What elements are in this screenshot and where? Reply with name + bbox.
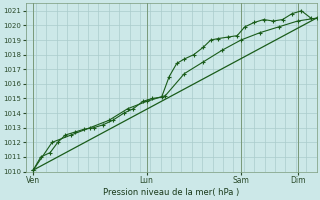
X-axis label: Pression niveau de la mer( hPa ): Pression niveau de la mer( hPa ) — [103, 188, 239, 197]
